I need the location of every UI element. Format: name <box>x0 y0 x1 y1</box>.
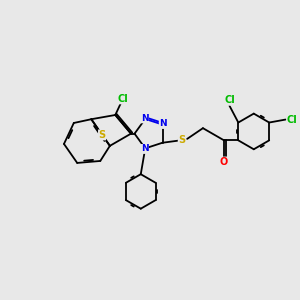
Text: S: S <box>178 135 185 146</box>
Text: O: O <box>220 157 228 167</box>
Text: N: N <box>141 114 148 123</box>
Text: Cl: Cl <box>287 115 298 124</box>
Text: Cl: Cl <box>118 94 128 104</box>
Text: S: S <box>98 130 106 140</box>
Text: N: N <box>141 144 148 153</box>
Text: Cl: Cl <box>224 95 235 105</box>
Text: N: N <box>159 119 167 128</box>
